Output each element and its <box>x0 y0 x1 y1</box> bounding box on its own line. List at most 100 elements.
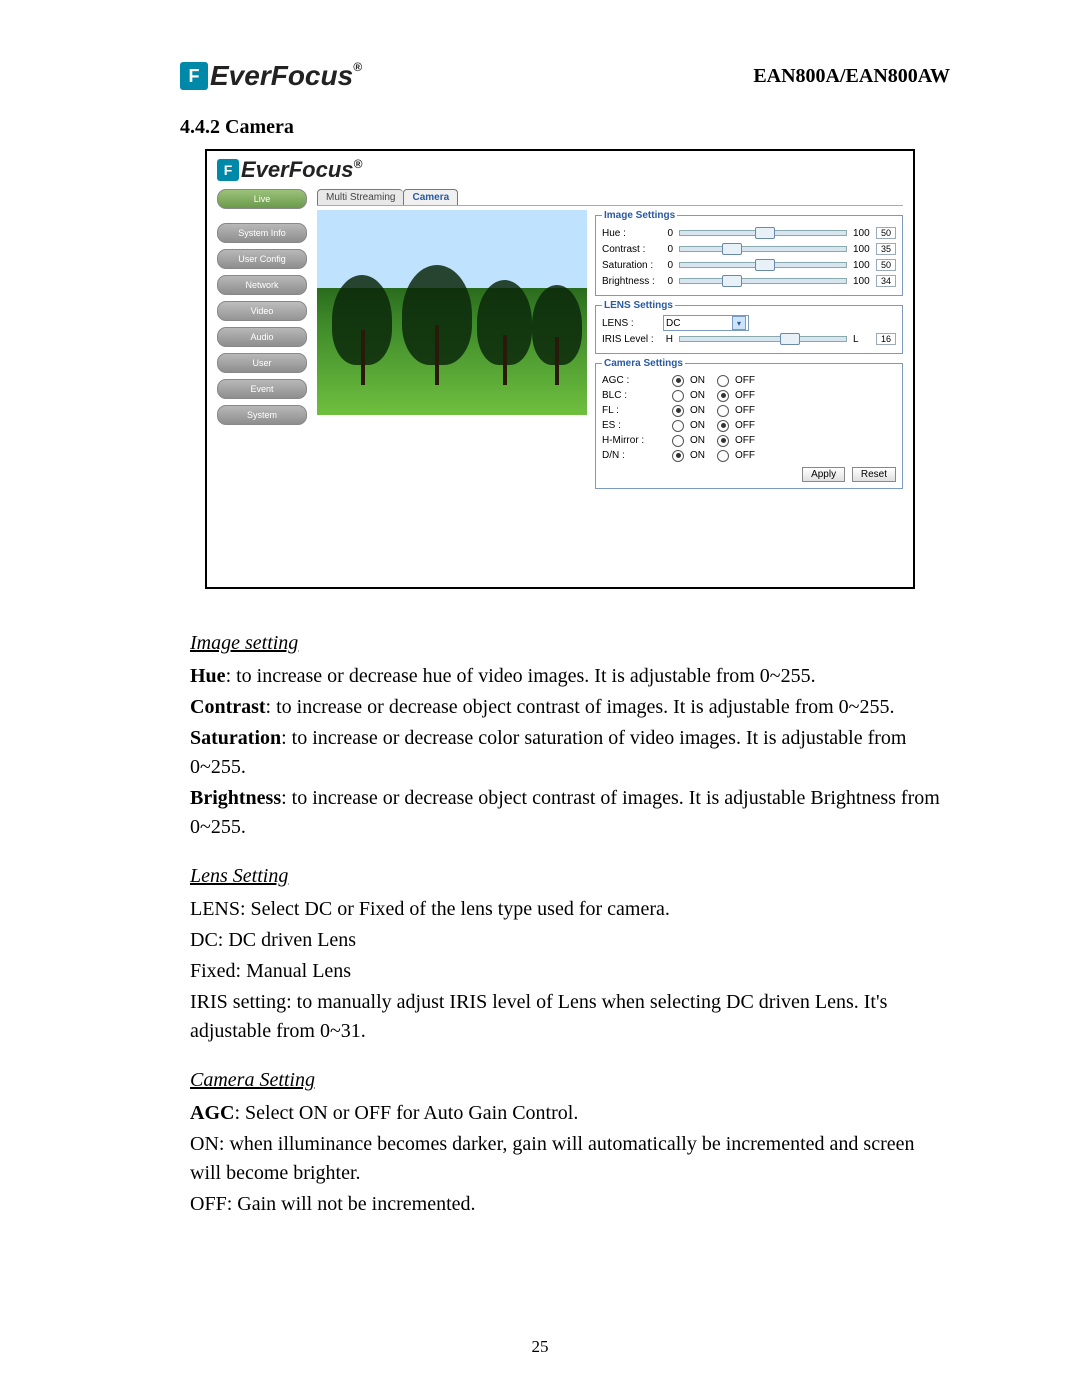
agc-term: AGC <box>190 1102 234 1124</box>
camera-settings-legend: Camera Settings <box>602 358 685 369</box>
iris-slider[interactable] <box>679 336 847 342</box>
slider-track[interactable] <box>679 278 847 284</box>
sidebar-item-system[interactable]: System <box>217 405 307 425</box>
slider-min: 0 <box>663 276 673 287</box>
off-label: OFF <box>735 375 755 386</box>
radio-off[interactable] <box>717 450 729 462</box>
radio-row-label: D/N : <box>602 450 660 461</box>
saturation-desc: : to increase or decrease color saturati… <box>190 727 906 778</box>
lens-select[interactable]: DC ▾ <box>663 315 749 331</box>
radio-off[interactable] <box>717 435 729 447</box>
slider-value: 34 <box>876 275 896 287</box>
camera-screenshot: F EverFocus® Live System Info User Confi… <box>205 149 915 589</box>
camera-setting-row: D/N : ON OFF <box>602 448 896 463</box>
slider-value: 50 <box>876 259 896 271</box>
radio-off[interactable] <box>717 405 729 417</box>
saturation-term: Saturation <box>190 727 281 749</box>
radio-off[interactable] <box>717 420 729 432</box>
sidebar-item-network[interactable]: Network <box>217 275 307 295</box>
image-setting-row: Hue :0 10050 <box>602 225 896 241</box>
on-label: ON <box>690 450 705 461</box>
brightness-desc: : to increase or decrease object contras… <box>190 787 940 838</box>
camera-setting-row: H-Mirror :ONOFF <box>602 433 896 448</box>
lens-select-value: DC <box>666 318 680 329</box>
radio-row-label: H-Mirror : <box>602 435 660 446</box>
camera-setting-row: BLC : ON OFF <box>602 388 896 403</box>
hue-term: Hue <box>190 665 226 687</box>
logo-mark-icon: F <box>217 159 239 181</box>
model-label: EAN800A/EAN800AW <box>753 65 950 88</box>
slider-min: 0 <box>663 228 673 239</box>
image-setting-row: Contrast :010035 <box>602 241 896 257</box>
image-setting-row: Saturation :0 10050 <box>602 257 896 273</box>
on-label: ON <box>690 405 705 416</box>
off-label: OFF <box>735 450 755 461</box>
ss-brand-text: EverFocus® <box>241 157 362 183</box>
off-label: OFF <box>735 405 755 416</box>
lens-p3: Fixed: Manual Lens <box>190 957 940 986</box>
sidebar: Live System Info User Config Network Vid… <box>217 189 307 493</box>
radio-on[interactable] <box>672 450 684 462</box>
image-setting-row: Brightness :010034 <box>602 273 896 289</box>
off-label: OFF <box>735 390 755 401</box>
slider-label: Contrast : <box>602 244 660 255</box>
camera-setting-row: AGC :ONOFF <box>602 373 896 388</box>
lens-p1: LENS: Select DC or Fixed of the lens typ… <box>190 895 940 924</box>
slider-max: 100 <box>853 228 873 239</box>
slider-value: 50 <box>876 227 896 239</box>
sidebar-item-audio[interactable]: Audio <box>217 327 307 347</box>
radio-on[interactable] <box>672 375 684 387</box>
tab-camera[interactable]: Camera <box>403 189 458 205</box>
slider-label: Saturation : <box>602 260 660 271</box>
slider-value: 35 <box>876 243 896 255</box>
radio-off[interactable] <box>717 390 729 402</box>
slider-label: Brightness : <box>602 276 660 287</box>
camera-setting-row: FL : ON OFF <box>602 403 896 418</box>
slider-label: Hue : <box>602 228 660 239</box>
on-label: ON <box>690 420 705 431</box>
on-label: ON <box>690 435 705 446</box>
agc-desc: : Select ON or OFF for Auto Gain Control… <box>234 1102 578 1124</box>
iris-label: IRIS Level : <box>602 334 660 345</box>
on-label: ON <box>690 375 705 386</box>
logo-mark-icon: F <box>180 62 208 90</box>
on-label: ON <box>690 390 705 401</box>
brightness-term: Brightness <box>190 787 281 809</box>
sidebar-item-live[interactable]: Live <box>217 189 307 209</box>
slider-track[interactable] <box>679 262 847 268</box>
camera-settings-group: Camera Settings AGC :ONOFFBLC :ONOFFFL :… <box>595 358 903 489</box>
radio-on[interactable] <box>672 405 684 417</box>
agc-off-desc: OFF: Gain will not be incremented. <box>190 1190 940 1219</box>
reset-button[interactable]: Reset <box>852 467 896 482</box>
iris-min: H <box>663 334 673 345</box>
apply-button[interactable]: Apply <box>802 467 845 482</box>
image-settings-group: Image Settings Hue :010050Contrast :0100… <box>595 210 903 296</box>
sidebar-item-event[interactable]: Event <box>217 379 307 399</box>
hue-desc: : to increase or decrease hue of video i… <box>226 665 816 687</box>
sidebar-item-userconfig[interactable]: User Config <box>217 249 307 269</box>
lens-label: LENS : <box>602 318 660 329</box>
radio-on[interactable] <box>672 435 684 447</box>
sidebar-item-user[interactable]: User <box>217 353 307 373</box>
radio-on[interactable] <box>672 420 684 432</box>
chevron-down-icon: ▾ <box>732 316 746 330</box>
tab-multistreaming[interactable]: Multi Streaming <box>317 189 403 205</box>
sidebar-item-video[interactable]: Video <box>217 301 307 321</box>
camera-setting-row: ES :ONOFF <box>602 418 896 433</box>
slider-track[interactable] <box>679 246 847 252</box>
radio-row-label: BLC : <box>602 390 660 401</box>
image-setting-heading: Image setting <box>190 629 940 658</box>
radio-row-label: FL : <box>602 405 660 416</box>
slider-min: 0 <box>663 260 673 271</box>
slider-max: 100 <box>853 260 873 271</box>
sidebar-item-systeminfo[interactable]: System Info <box>217 223 307 243</box>
lens-p2: DC: DC driven Lens <box>190 926 940 955</box>
video-preview <box>317 210 587 415</box>
doc-body: Image setting Hue: to increase or decrea… <box>190 629 940 1219</box>
page-header: F EverFocus® EAN800A/EAN800AW <box>180 60 950 92</box>
contrast-desc: : to increase or decrease object contras… <box>266 696 895 718</box>
radio-on[interactable] <box>672 390 684 402</box>
slider-max: 100 <box>853 244 873 255</box>
slider-track[interactable] <box>679 230 847 236</box>
radio-off[interactable] <box>717 375 729 387</box>
